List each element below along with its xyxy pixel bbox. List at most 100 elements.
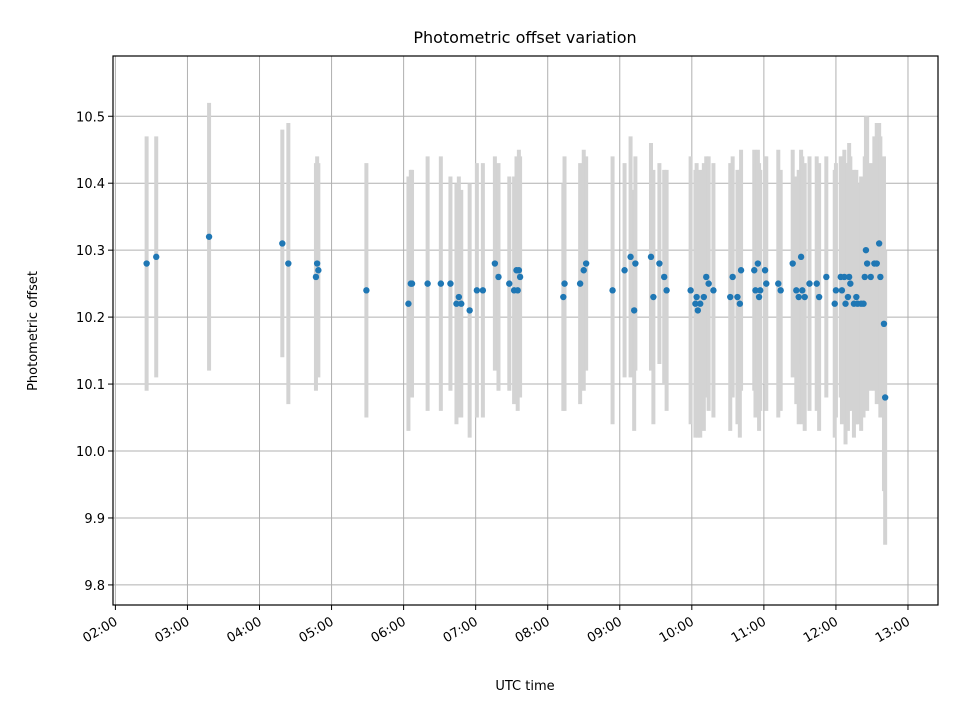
data-point	[813, 280, 820, 287]
data-point	[437, 280, 445, 287]
data-point	[793, 287, 800, 294]
data-point	[205, 233, 213, 240]
data-point	[838, 287, 846, 294]
y-axis-label: Photometric offset	[26, 271, 41, 391]
data-point	[752, 287, 759, 294]
x-tick-label: 08:00	[513, 614, 553, 646]
data-point	[576, 280, 584, 287]
data-point	[705, 280, 712, 287]
data-point	[694, 307, 702, 314]
data-point	[315, 267, 322, 274]
x-tick-label: 12:00	[801, 614, 841, 646]
plot-frame	[112, 55, 939, 606]
data-point	[491, 260, 499, 267]
data-point	[582, 260, 590, 267]
data-point	[763, 280, 770, 287]
data-point	[515, 267, 523, 274]
data-point	[862, 246, 870, 254]
x-tick-label: 07:00	[441, 614, 481, 646]
data-point	[877, 273, 884, 281]
data-point	[853, 293, 860, 301]
data-point	[710, 287, 717, 294]
data-point	[823, 273, 830, 281]
data-point	[875, 240, 883, 247]
x-axis-label: UTC time	[495, 679, 554, 694]
x-tick-label: 11:00	[729, 614, 769, 646]
y-tick-label: 9.9	[84, 512, 105, 527]
data-point	[514, 287, 521, 294]
data-point	[363, 287, 370, 294]
data-point	[734, 293, 741, 301]
data-point	[842, 300, 849, 307]
data-point	[692, 300, 699, 307]
x-tick-label: 03:00	[153, 614, 193, 646]
data-point	[153, 253, 160, 261]
data-point	[312, 273, 320, 281]
data-point	[473, 287, 481, 294]
x-tick-label: 10:00	[657, 614, 697, 646]
data-point	[861, 273, 868, 281]
data-point	[661, 273, 668, 281]
y-tick-label: 10.5	[76, 110, 105, 125]
data-point	[799, 287, 806, 294]
data-point	[881, 394, 889, 401]
data-point	[627, 253, 634, 261]
data-point	[479, 287, 487, 294]
x-tick-label: 06:00	[369, 614, 409, 646]
data-point	[801, 293, 808, 301]
data-point	[495, 273, 502, 281]
data-point	[408, 280, 416, 287]
data-point	[863, 260, 871, 267]
data-point	[789, 260, 796, 267]
data-point	[815, 293, 823, 301]
data-point	[313, 260, 321, 267]
y-tick-label: 10.1	[76, 378, 105, 393]
data-point	[621, 267, 628, 274]
data-point	[755, 293, 763, 301]
data-point	[647, 253, 655, 261]
x-tick-label: 02:00	[80, 614, 120, 646]
data-point	[687, 287, 694, 294]
data-point	[143, 260, 150, 267]
data-point	[453, 300, 460, 307]
data-point	[761, 267, 769, 274]
data-point	[729, 273, 736, 281]
data-point	[506, 280, 513, 287]
data-point	[656, 260, 663, 267]
x-tick-label: 04:00	[225, 614, 265, 646]
data-point	[844, 293, 852, 301]
x-tick-label: 05:00	[297, 614, 337, 646]
data-point	[630, 307, 638, 314]
data-point	[841, 273, 848, 281]
data-point	[703, 273, 710, 281]
data-point	[737, 267, 745, 274]
data-point	[845, 273, 853, 281]
y-tick-label: 10.0	[76, 445, 105, 460]
error-bars	[144, 102, 888, 545]
y-tick-label: 10.3	[76, 244, 105, 259]
x-tick-label: 09:00	[585, 614, 625, 646]
x-tick-label: 13:00	[873, 614, 913, 646]
data-point	[632, 260, 639, 267]
data-point	[736, 300, 744, 307]
data-point	[831, 300, 838, 307]
data-points	[143, 233, 889, 401]
grid	[113, 56, 938, 605]
data-point	[754, 260, 762, 267]
data-point	[405, 300, 412, 307]
data-point	[832, 287, 840, 294]
data-point	[727, 293, 734, 301]
data-point	[663, 287, 670, 294]
data-point	[806, 280, 813, 287]
data-point	[560, 293, 567, 301]
data-point	[860, 300, 867, 307]
data-point	[285, 260, 292, 267]
data-point	[447, 280, 454, 287]
data-point	[775, 280, 782, 287]
data-point	[580, 267, 587, 274]
y-tick-label: 10.2	[76, 311, 105, 326]
data-point	[279, 240, 286, 247]
data-point	[424, 280, 431, 287]
data-point	[650, 293, 657, 301]
